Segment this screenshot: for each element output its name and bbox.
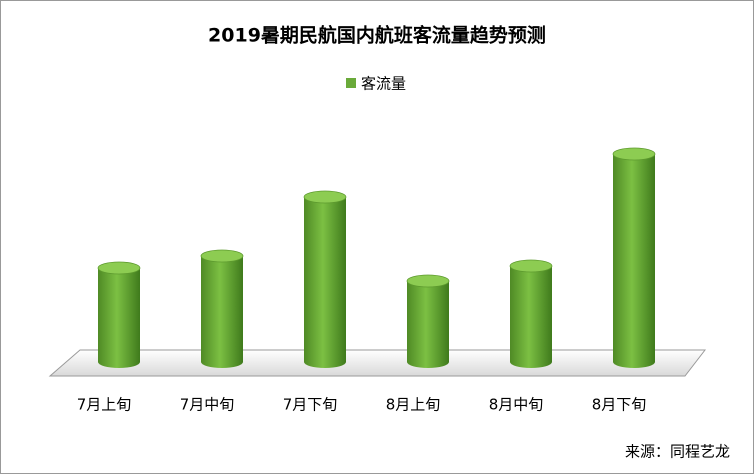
bar: [510, 266, 552, 368]
legend-label: 客流量: [361, 75, 406, 93]
bar-top: [509, 259, 553, 273]
bar-top: [406, 274, 450, 288]
x-tick-label: 8月中旬: [489, 396, 544, 414]
x-tick-label: 7月上旬: [77, 396, 132, 414]
bar-top: [303, 190, 347, 204]
bar-top: [97, 261, 141, 275]
bar-top: [612, 147, 656, 161]
chart-title: 2019暑期民航国内航班客流量趋势预测: [208, 24, 546, 47]
bar: [407, 281, 449, 368]
x-tick-label: 7月中旬: [180, 396, 235, 414]
x-tick-label: 8月上旬: [386, 396, 441, 414]
bar: [201, 256, 243, 368]
legend-swatch: [346, 78, 356, 88]
x-tick-label: 7月下旬: [283, 396, 338, 414]
source: 来源：同程艺龙: [625, 443, 730, 461]
bar-top: [200, 249, 244, 263]
bar: [304, 197, 346, 368]
bar: [613, 154, 655, 368]
floor: [48, 349, 707, 377]
x-tick-label: 8月下旬: [592, 396, 647, 414]
bar: [98, 268, 140, 368]
